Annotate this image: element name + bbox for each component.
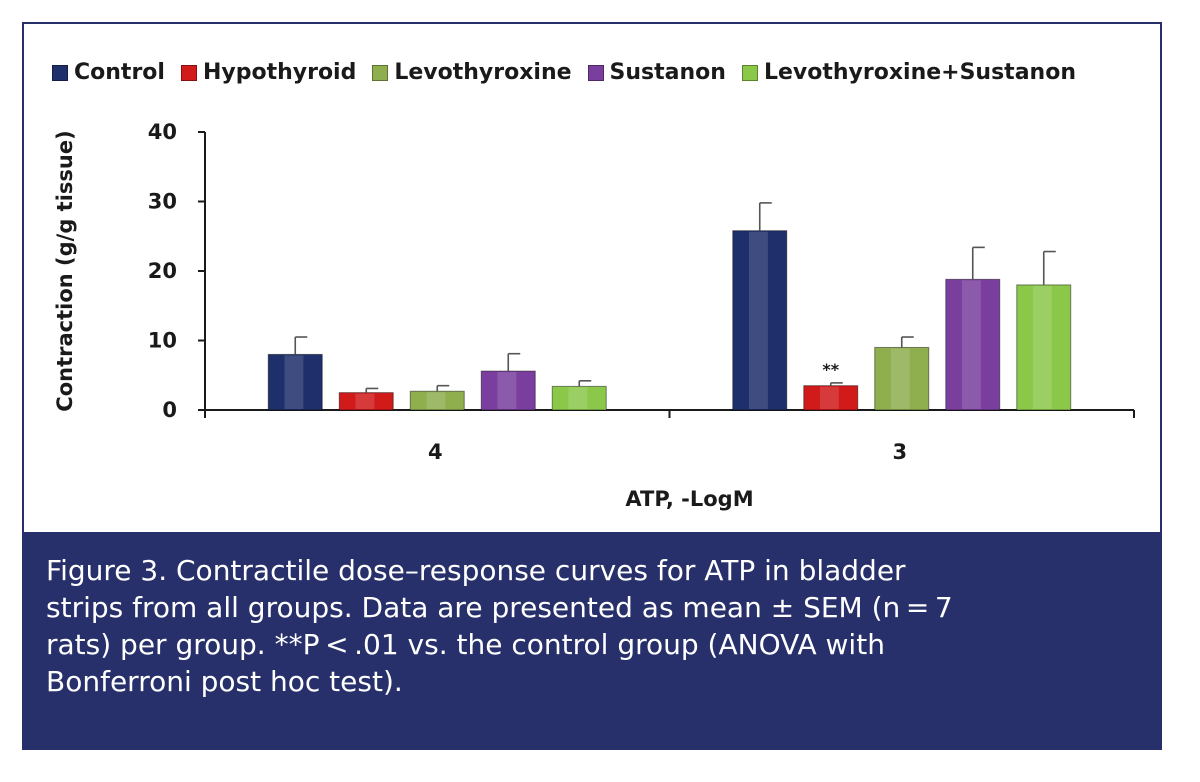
x-axis-title: ATP, -LogM	[625, 487, 753, 511]
chart-area: Control Hypothyroid Levothyroxine Sustanon L…	[24, 24, 1160, 532]
legend-item-2: Hypothyroid	[180, 60, 357, 85]
x-tick-label: 4	[428, 440, 443, 464]
bar-sheen	[819, 386, 839, 409]
bar-control-4	[267, 353, 323, 411]
legend-swatch	[741, 64, 758, 81]
legend-label: Hypothyroid	[202, 60, 357, 85]
bar-sheen	[1032, 285, 1052, 409]
figure-frame: Control Hypothyroid Levothyroxine Sustanon L…	[22, 22, 1162, 750]
legend-label: Levothyroxine	[394, 60, 572, 85]
caption-line-3: rats) per group. **P < .01 vs. the contr…	[46, 628, 885, 661]
legend-swatch	[372, 64, 389, 81]
legend-swatch	[587, 64, 604, 81]
y-tick-label: 10	[148, 329, 177, 353]
y-axis-title: Contraction (g/g tissue)	[53, 130, 77, 411]
legend-item-3: Levothyroxine	[372, 60, 572, 85]
bar-sheen	[426, 392, 446, 409]
legend-item-4: Sustanon	[587, 60, 726, 85]
chart-legend: Control Hypothyroid Levothyroxine Sustanon L…	[52, 60, 1092, 85]
figure-caption: Figure 3. Contractile dose–response curv…	[24, 532, 1160, 748]
legend-label: Sustanon	[609, 60, 726, 85]
y-tick-label: 20	[148, 259, 177, 283]
legend-label: Control	[74, 60, 165, 85]
y-tick-label: 40	[148, 120, 177, 144]
bar-chart: 0 10 20 30 40 4 3 ** ATP, -LogM Contraction (g/g …	[53, 120, 1135, 511]
legend-item-5: Levothyroxine+Sustanon	[741, 60, 1076, 85]
caption-line-4: Bonferroni post hoc test).	[46, 665, 403, 698]
bar-sheen	[497, 372, 517, 409]
significance-marker: **	[822, 360, 839, 379]
legend-swatch	[52, 64, 68, 81]
bar-sheen	[568, 387, 588, 409]
bar-control-3	[732, 230, 788, 411]
legend-swatch	[180, 64, 197, 81]
x-tick-label: 3	[892, 440, 907, 464]
caption-line-1: Figure 3. Contractile dose–response curv…	[46, 554, 906, 587]
bar-sheen	[748, 231, 768, 409]
bar-levothyroxine-sustanon-3	[1016, 284, 1072, 411]
bar-sheen	[284, 355, 304, 409]
legend-item-1: Control	[52, 60, 165, 85]
bar-sheen	[961, 280, 981, 409]
caption-line-2: strips from all groups. Data are present…	[46, 591, 953, 624]
y-tick-label: 30	[148, 190, 177, 214]
bar-sheen	[355, 393, 375, 409]
legend-label: Levothyroxine+Sustanon	[763, 60, 1076, 85]
bar-sustanon-3	[945, 278, 1001, 411]
y-tick-label: 0	[162, 398, 177, 422]
bar-sheen	[890, 348, 910, 409]
